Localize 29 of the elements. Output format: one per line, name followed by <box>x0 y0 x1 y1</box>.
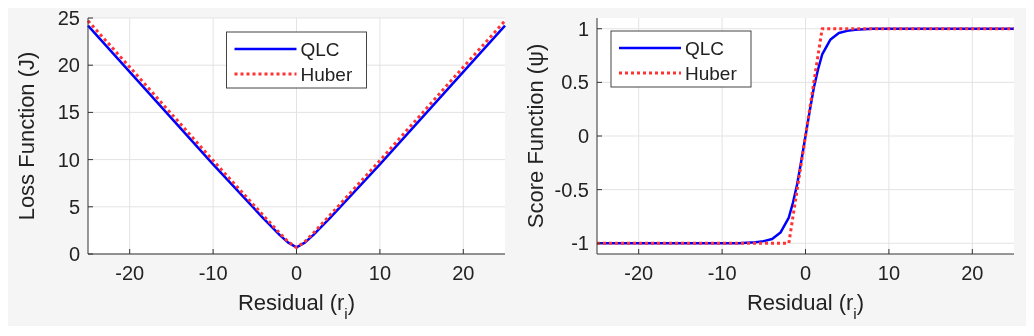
x-tick-label: 20 <box>452 262 475 284</box>
x-tick-label: -20 <box>115 262 145 284</box>
legend-label: Huber <box>685 63 738 84</box>
y-tick-label: 1 <box>577 17 589 40</box>
y-tick-label: 20 <box>57 54 80 77</box>
y-tick-label: 0 <box>68 243 80 265</box>
x-tick-label: 20 <box>961 262 984 284</box>
y-tick-label: 5 <box>68 195 80 218</box>
legend-label: QLC <box>300 39 340 60</box>
y-tick-label: 0 <box>577 125 589 147</box>
y-tick-label: 10 <box>57 148 80 171</box>
legend-label: Huber <box>300 64 353 85</box>
x-tick-label: 10 <box>368 262 392 284</box>
x-axis-title: Residual (r$_{i}$) <box>237 290 356 322</box>
y-tick-label: 0.5 <box>561 71 589 94</box>
x-tick-label: -10 <box>198 262 228 284</box>
y-axis-title: Score Function (ψ) <box>523 43 548 229</box>
x-tick-label: 0 <box>290 262 303 284</box>
y-tick-label: -0.5 <box>554 178 589 201</box>
x-tick-label: -10 <box>707 262 737 284</box>
y-tick-label: 25 <box>57 7 80 29</box>
y-axis-title: Loss Function (J) <box>14 51 39 221</box>
x-axis-title: Residual (r$_{i}$) <box>746 290 865 322</box>
y-tick-label: -1 <box>571 232 589 255</box>
legend-label: QLC <box>685 38 725 59</box>
y-tick-label: 15 <box>57 101 80 124</box>
x-tick-label: 10 <box>877 262 901 284</box>
x-tick-label: -20 <box>624 262 654 284</box>
x-tick-label: 0 <box>799 262 812 284</box>
